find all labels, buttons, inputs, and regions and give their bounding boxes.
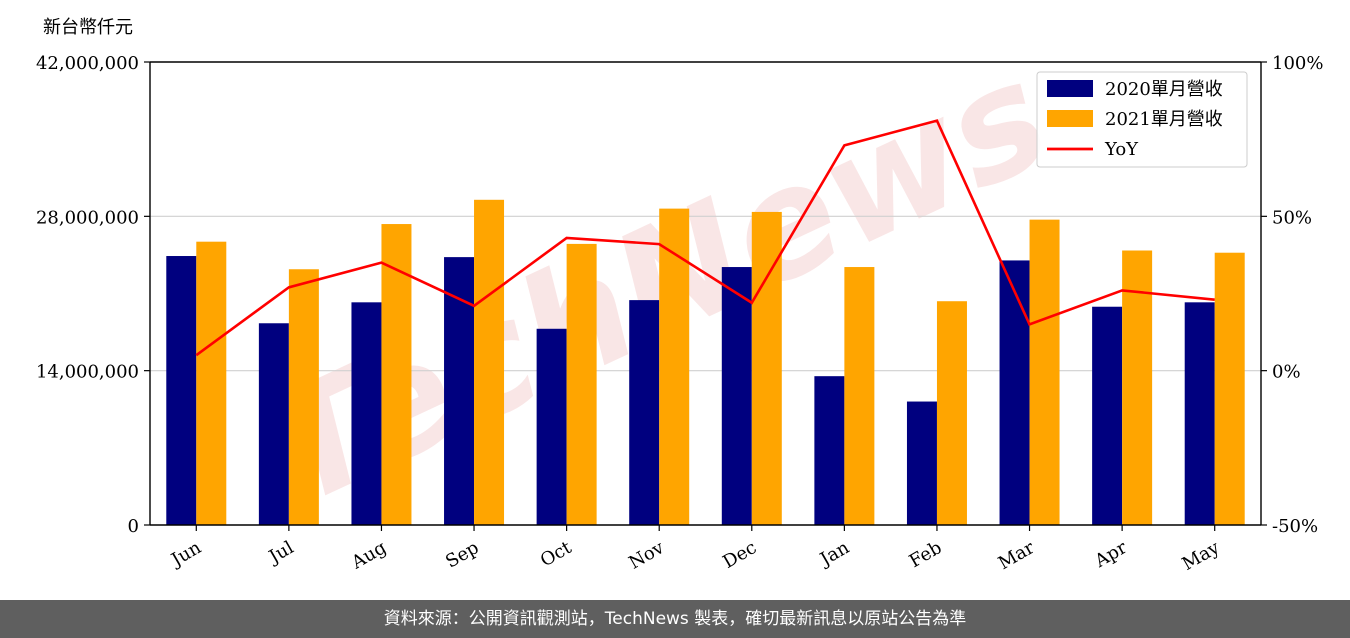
bar-2021-sep <box>474 199 505 526</box>
chart-svg: TechNews新台幣仟元014,000,00028,000,00042,000… <box>36 17 1324 575</box>
bar-2020-jan <box>814 376 845 525</box>
left-tick-label: 14,000,000 <box>36 362 139 383</box>
bar-2020-aug <box>351 302 382 525</box>
bar-2021-oct <box>566 243 597 525</box>
right-tick-label: -50% <box>1272 516 1318 537</box>
x-tick-label-jan: Jan <box>815 537 853 571</box>
revenue-chart: TechNews 新台幣仟元 0 14,000,000 28,000,000 42,000… <box>36 17 1324 575</box>
bar-2021-jun <box>196 241 227 525</box>
x-tick-label-jul: Jul <box>264 537 298 569</box>
bar-2020-oct <box>536 328 567 525</box>
x-tick-label-may: May <box>1179 537 1224 575</box>
x-tick-label-aug: Aug <box>347 537 390 574</box>
source-text: 資料來源：公開資訊觀測站，TechNews 製表，確切最新訊息以原站公告為準 <box>383 609 967 629</box>
bar-2020-nov <box>629 300 660 525</box>
bar-2021-apr <box>1122 250 1153 525</box>
bar-2020-may <box>1184 302 1215 525</box>
bar-2020-mar <box>999 260 1030 525</box>
bar-2021-dec <box>751 211 782 525</box>
bar-2020-apr <box>1092 306 1123 525</box>
yoy-line <box>195 119 1215 357</box>
x-tick-label-mar: Mar <box>995 537 1039 574</box>
bar-2021-jul <box>288 269 319 525</box>
x-tick-label-oct: Oct <box>537 537 576 572</box>
left-tick-label: 42,000,000 <box>36 53 139 74</box>
x-tick-label-sep: Sep <box>442 537 482 572</box>
x-tick-label-nov: Nov <box>625 537 668 574</box>
left-tick-label: 28,000,000 <box>36 207 139 228</box>
bar-2020-sep <box>444 257 475 525</box>
bar-2021-may <box>1214 252 1245 525</box>
right-tick-label: 50% <box>1272 207 1312 228</box>
legend-swatch-0 <box>1047 80 1093 97</box>
bar-2021-feb <box>936 301 967 525</box>
bar-2021-mar <box>1029 219 1060 525</box>
bar-2020-jun <box>166 256 197 525</box>
right-tick-label: 0% <box>1272 362 1301 383</box>
legend-label-2: YoY <box>1104 139 1139 160</box>
bar-2021-nov <box>659 208 690 525</box>
x-tick-label-feb: Feb <box>906 537 946 572</box>
legend-label-1: 2021單月營收 <box>1105 109 1223 130</box>
x-tick-label-dec: Dec <box>719 537 760 573</box>
bar-2020-feb <box>906 401 937 525</box>
bar-2020-dec <box>721 267 752 525</box>
right-tick-label: 100% <box>1272 53 1323 74</box>
bar-2021-jan <box>844 267 875 525</box>
legend-label-0: 2020單月營收 <box>1105 79 1223 100</box>
legend-swatch-1 <box>1047 110 1093 127</box>
source-footer: 資料來源：公開資訊觀測站，TechNews 製表，確切最新訊息以原站公告為準 <box>0 600 1350 638</box>
x-tick-label-apr: Apr <box>1091 537 1131 572</box>
y-axis-unit-label: 新台幣仟元 <box>43 17 133 38</box>
left-tick-label: 0 <box>128 516 139 537</box>
bar-2020-jul <box>258 323 289 525</box>
x-tick-label-jun: Jun <box>166 537 205 572</box>
